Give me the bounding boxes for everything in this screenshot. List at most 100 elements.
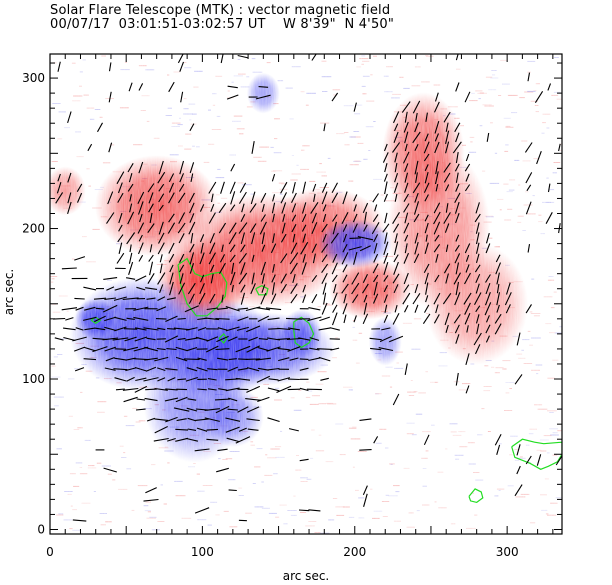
field-vector xyxy=(373,253,379,263)
field-vector xyxy=(455,372,459,386)
field-vector xyxy=(221,294,224,303)
field-vector xyxy=(173,327,190,331)
field-vector xyxy=(289,357,299,361)
field-vector xyxy=(378,347,394,352)
field-vector xyxy=(113,296,127,301)
field-vector xyxy=(383,314,389,323)
field-vector xyxy=(238,367,248,371)
plot-frame xyxy=(49,53,563,535)
field-vector xyxy=(422,313,431,325)
field-vector xyxy=(229,244,236,253)
field-vector xyxy=(394,173,399,183)
field-vector xyxy=(321,223,328,233)
field-vector xyxy=(353,315,357,323)
field-vector xyxy=(87,143,93,152)
field-vector xyxy=(209,232,215,244)
field-vector xyxy=(434,274,440,283)
field-vector xyxy=(114,326,127,332)
field-vector xyxy=(476,323,480,335)
field-vector xyxy=(393,131,399,143)
field-vector xyxy=(76,183,83,192)
field-vector xyxy=(149,212,153,224)
field-vector xyxy=(210,193,214,203)
field-vector xyxy=(158,232,165,244)
field-vector xyxy=(383,261,389,275)
field-vector xyxy=(494,323,502,335)
field-vector xyxy=(464,91,471,103)
field-vector xyxy=(403,252,410,264)
field-vector xyxy=(384,181,388,195)
field-vector xyxy=(217,448,228,452)
field-vector xyxy=(412,100,421,114)
field-vector xyxy=(353,102,357,112)
field-vector xyxy=(404,131,409,144)
field-vector xyxy=(423,434,430,446)
field-vector xyxy=(475,202,480,214)
field-vector xyxy=(246,418,260,422)
field-vector xyxy=(485,243,491,254)
chart-title: Solar Flare Telescope (MTK) : vector mag… xyxy=(50,3,391,18)
field-vector xyxy=(311,274,318,283)
field-vector xyxy=(495,262,502,275)
field-vector xyxy=(455,262,460,275)
field-vector xyxy=(157,367,166,372)
field-vector xyxy=(320,377,329,381)
field-vector xyxy=(116,252,125,264)
field-vector xyxy=(331,192,339,204)
field-vector xyxy=(56,182,62,194)
field-vector xyxy=(55,192,64,204)
field-vector xyxy=(342,244,348,253)
field-vector xyxy=(158,221,164,235)
y-tick-label: 0 xyxy=(37,522,45,536)
y-axis-label: arc sec. xyxy=(2,269,16,315)
field-vector xyxy=(251,272,255,285)
field-vector xyxy=(177,337,186,341)
field-vector xyxy=(445,273,449,284)
field-vector xyxy=(168,213,175,223)
field-vector xyxy=(291,192,297,203)
field-vector xyxy=(197,388,207,391)
field-vector xyxy=(301,213,307,223)
field-vector xyxy=(464,243,471,254)
field-vector xyxy=(147,183,155,193)
field-vector xyxy=(331,182,338,194)
field-vector xyxy=(235,345,251,353)
field-vector xyxy=(299,358,309,360)
field-vector xyxy=(465,173,470,182)
field-vector xyxy=(290,262,298,275)
field-vector xyxy=(302,294,307,303)
field-vector xyxy=(372,214,379,222)
field-vector xyxy=(67,192,72,204)
axis-ticks xyxy=(49,54,562,534)
field-vector xyxy=(145,366,157,372)
field-vector xyxy=(249,203,257,213)
field-vector xyxy=(444,312,450,326)
field-vector xyxy=(221,244,224,253)
field-vector xyxy=(445,203,449,213)
field-vector xyxy=(280,233,287,243)
field-vector xyxy=(348,246,362,251)
field-vector xyxy=(393,261,399,275)
field-vector xyxy=(333,283,337,294)
field-vector xyxy=(434,171,439,185)
field-vector xyxy=(495,254,501,263)
field-vector xyxy=(545,212,553,224)
field-vector xyxy=(125,367,137,372)
field-vector xyxy=(393,182,399,193)
field-vectors xyxy=(53,54,562,522)
field-vector xyxy=(332,214,338,222)
field-vector xyxy=(392,111,400,124)
y-tick-labels: 0 100 200 300 xyxy=(22,71,45,536)
field-vector xyxy=(394,233,398,244)
field-vector xyxy=(404,212,409,224)
field-vector xyxy=(148,254,154,262)
field-vector xyxy=(332,304,338,313)
field-vector xyxy=(122,297,139,301)
field-vector xyxy=(288,428,299,432)
field-vector xyxy=(424,194,429,202)
field-vector xyxy=(292,181,296,194)
field-vector xyxy=(558,143,561,152)
field-vector xyxy=(216,335,229,343)
x-tick-label: 0 xyxy=(46,545,54,559)
field-vector xyxy=(196,366,208,372)
